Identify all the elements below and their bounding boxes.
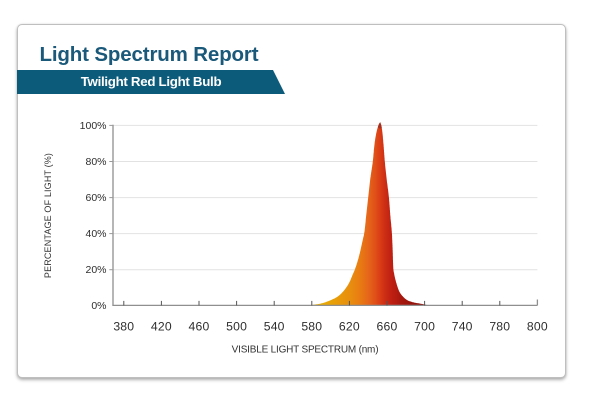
svg-text:80%: 80% [85,156,106,168]
svg-text:740: 740 [452,319,473,333]
svg-text:500: 500 [226,319,247,333]
svg-text:700: 700 [414,319,435,333]
svg-text:460: 460 [189,319,210,333]
svg-text:PERCENTAGE OF LIGHT (%): PERCENTAGE OF LIGHT (%) [43,153,53,278]
svg-text:420: 420 [151,319,172,333]
svg-text:800: 800 [527,319,548,333]
svg-text:0%: 0% [91,300,106,312]
svg-text:100%: 100% [80,120,107,132]
svg-text:380: 380 [113,319,134,333]
svg-text:20%: 20% [85,264,106,276]
svg-text:780: 780 [489,319,510,333]
svg-text:620: 620 [339,319,360,333]
svg-text:60%: 60% [85,192,106,204]
svg-text:660: 660 [377,319,398,333]
svg-text:540: 540 [264,319,285,333]
svg-text:VISIBLE LIGHT SPECTRUM (nm): VISIBLE LIGHT SPECTRUM (nm) [232,345,379,356]
svg-text:40%: 40% [85,228,106,240]
svg-text:580: 580 [301,319,322,333]
